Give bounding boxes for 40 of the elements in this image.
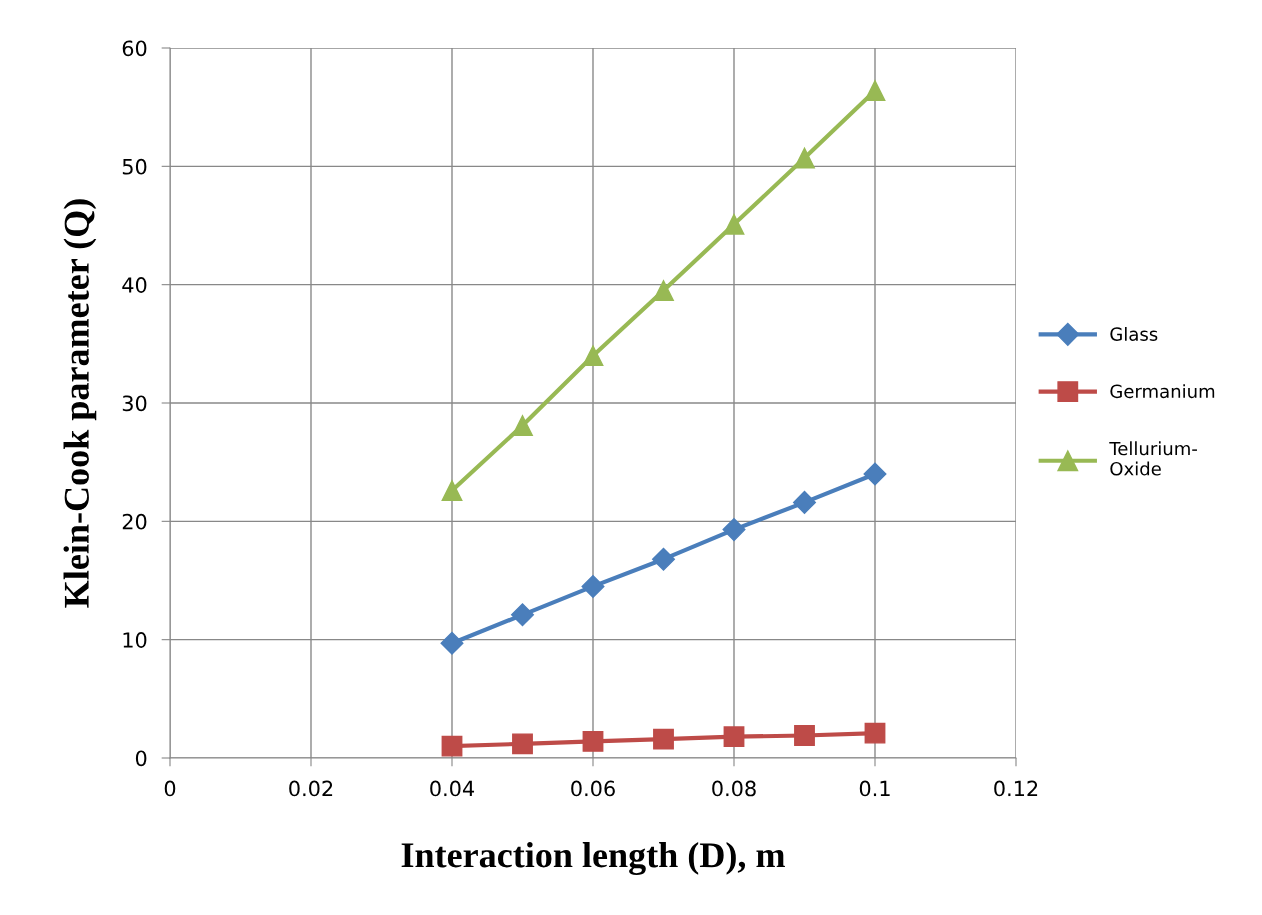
point	[723, 726, 745, 748]
point	[511, 603, 534, 627]
point	[581, 574, 605, 598]
point	[653, 728, 674, 750]
y-tick-label: 10	[123, 632, 147, 648]
point	[512, 415, 533, 436]
legend-label: Glass	[1110, 326, 1158, 341]
point	[440, 631, 464, 655]
legend-label: Germanium	[1110, 384, 1215, 399]
x-tick-label: 0.1	[859, 780, 890, 797]
y-tick-label: 30	[122, 395, 147, 412]
x-tick-label: 0.06	[571, 780, 615, 797]
x-tick-label: 0.04	[430, 780, 475, 797]
legend-label: Tellurium- Oxide	[1109, 441, 1197, 476]
point	[441, 480, 463, 501]
y-tick-label: 60	[122, 40, 147, 57]
y-tick-label: 40	[122, 277, 147, 293]
point	[653, 280, 674, 302]
point	[723, 213, 745, 235]
x-tick-label: 0.12	[994, 780, 1038, 797]
x-tick-label: 0.02	[289, 780, 333, 797]
point	[652, 547, 675, 571]
point	[512, 733, 533, 755]
point	[441, 735, 463, 757]
y-tick-label: 20	[122, 513, 147, 530]
point	[582, 731, 604, 752]
point	[794, 725, 815, 746]
y-tick-label: 0	[135, 750, 147, 767]
x-axis-title: Interaction length (D), m	[401, 842, 785, 876]
y-tick-label: 50	[122, 158, 147, 175]
point	[722, 518, 746, 542]
point	[794, 147, 815, 169]
point	[582, 345, 604, 367]
x-tick-label: 0	[164, 780, 176, 797]
point	[864, 80, 886, 102]
y-axis-title: Klein-Cook parameter (Q)	[63, 199, 97, 608]
point	[793, 490, 816, 514]
point	[863, 462, 887, 486]
point	[864, 722, 886, 744]
x-tick-label: 0.08	[712, 780, 756, 797]
